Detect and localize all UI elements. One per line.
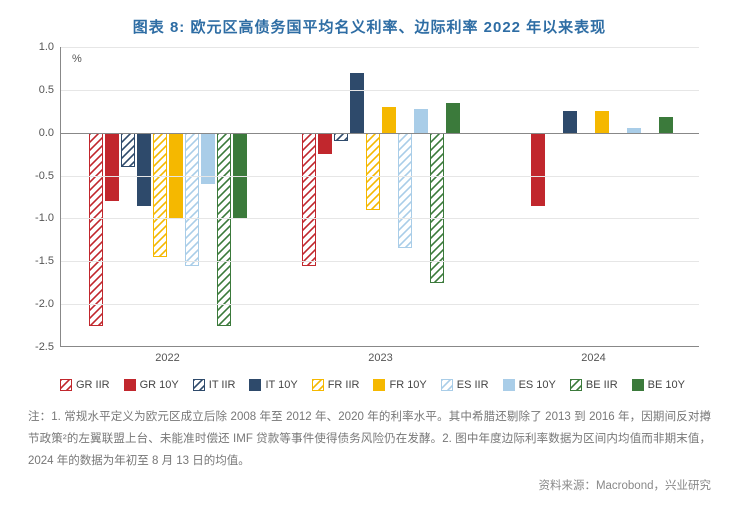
gridline: [61, 304, 699, 305]
bar: [398, 133, 412, 249]
bar: [414, 109, 428, 133]
bar: [350, 73, 364, 133]
bar: [659, 117, 673, 132]
legend-label: FR 10Y: [389, 379, 426, 391]
legend-item: IT IIR: [193, 379, 236, 391]
y-tick-label: -2.0: [35, 298, 54, 310]
y-tick-label: -1.0: [35, 212, 54, 224]
legend-label: ES IIR: [457, 379, 489, 391]
data-source: 资料来源：Macrobond，兴业研究: [0, 477, 711, 493]
legend-item: ES IIR: [441, 379, 489, 391]
legend-item: IT 10Y: [249, 379, 297, 391]
legend-label: GR 10Y: [140, 379, 179, 391]
bar: [430, 133, 444, 283]
footnotes: 注：1. 常规水平定义为欧元区成立后除 2008 年至 2012 年、2020 …: [28, 407, 711, 473]
legend-swatch: [312, 379, 324, 391]
bar: [217, 133, 231, 326]
gridline: [61, 47, 699, 48]
legend-swatch: [60, 379, 72, 391]
y-tick-label: -0.5: [35, 170, 54, 182]
plot-area: 202220232024: [60, 47, 699, 347]
bar: [382, 107, 396, 133]
y-tick-label: 0.0: [39, 127, 54, 139]
legend-item: FR 10Y: [373, 379, 426, 391]
legend-label: IT 10Y: [265, 379, 297, 391]
legend-swatch: [503, 379, 515, 391]
y-tick-label: 0.5: [39, 84, 54, 96]
bar: [366, 133, 380, 210]
legend-label: BE 10Y: [648, 379, 685, 391]
y-tick-label: 1.0: [39, 41, 54, 53]
legend-label: BE IIR: [586, 379, 618, 391]
bar: [185, 133, 199, 266]
y-tick-label: -2.5: [35, 341, 54, 353]
bar: [302, 133, 316, 266]
y-axis: -2.5-2.0-1.5-1.0-0.50.00.51.0: [16, 47, 60, 347]
bar: [137, 133, 151, 206]
zero-line: [61, 133, 699, 134]
legend-item: GR 10Y: [124, 379, 179, 391]
legend-item: FR IIR: [312, 379, 360, 391]
x-tick-label: 2024: [581, 352, 605, 364]
legend-item: GR IIR: [60, 379, 110, 391]
legend-swatch: [441, 379, 453, 391]
bar: [121, 133, 135, 167]
legend-item: ES 10Y: [503, 379, 556, 391]
legend-swatch: [632, 379, 644, 391]
legend-swatch: [249, 379, 261, 391]
bar: [105, 133, 119, 202]
y-tick-label: -1.5: [35, 255, 54, 267]
x-tick-label: 2023: [368, 352, 392, 364]
legend-swatch: [570, 379, 582, 391]
legend-swatch: [124, 379, 136, 391]
legend-label: IT IIR: [209, 379, 236, 391]
legend-label: ES 10Y: [519, 379, 556, 391]
chart-area: -2.5-2.0-1.5-1.0-0.50.00.51.0 % 20222023…: [60, 47, 699, 347]
bar: [446, 103, 460, 133]
bar: [153, 133, 167, 257]
legend: GR IIR GR 10Y IT IIR IT 10Y FR IIR FR 10Y ES I…: [60, 379, 699, 391]
chart-title: 图表 8: 欧元区高债务国平均名义利率、边际利率 2022 年以来表现: [0, 0, 739, 47]
bar: [595, 111, 609, 132]
bar: [334, 133, 348, 142]
legend-label: GR IIR: [76, 379, 110, 391]
legend-swatch: [373, 379, 385, 391]
gridline: [61, 261, 699, 262]
legend-item: BE 10Y: [632, 379, 685, 391]
gridline: [61, 90, 699, 91]
gridline: [61, 176, 699, 177]
bars-layer: [61, 47, 699, 346]
gridline: [61, 218, 699, 219]
legend-item: BE IIR: [570, 379, 618, 391]
legend-swatch: [193, 379, 205, 391]
bar: [318, 133, 332, 154]
bar: [563, 111, 577, 132]
legend-label: FR IIR: [328, 379, 360, 391]
x-tick-label: 2022: [155, 352, 179, 364]
bar: [531, 133, 545, 206]
bar: [89, 133, 103, 326]
